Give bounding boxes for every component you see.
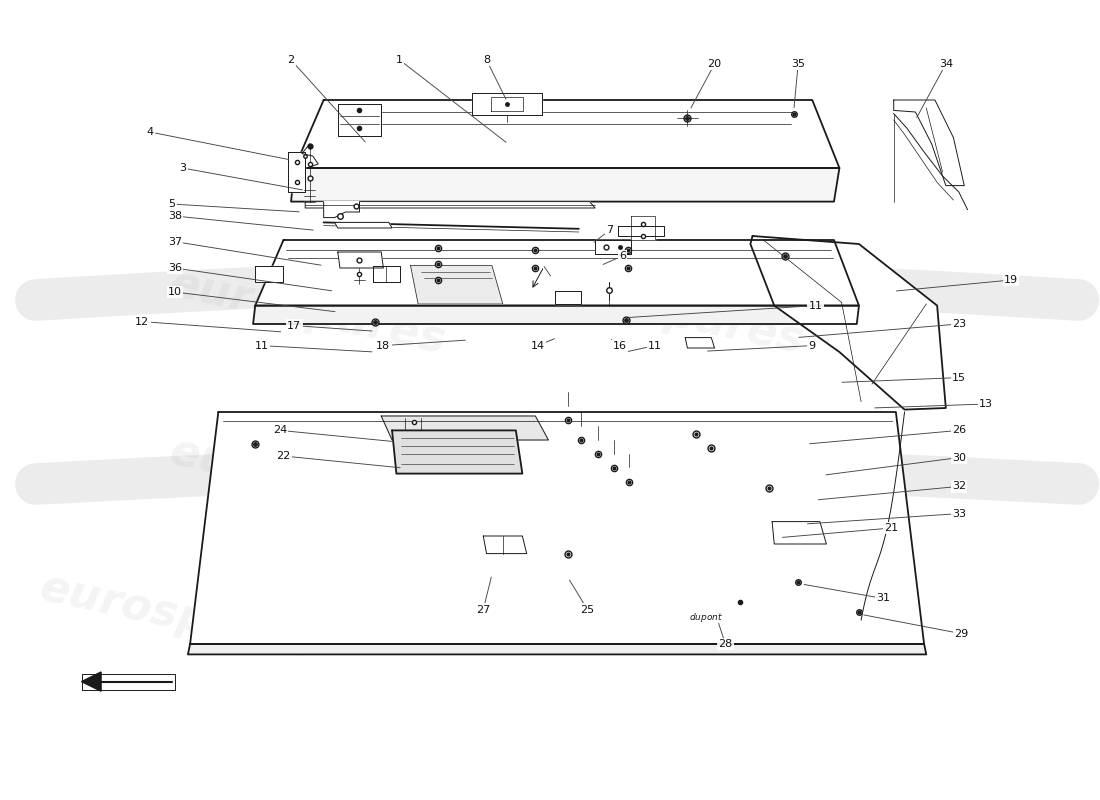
Text: 28: 28 [718,639,733,649]
Text: eurospares: eurospares [165,430,450,530]
Polygon shape [255,266,284,282]
Text: 10: 10 [168,287,182,297]
Text: 12: 12 [135,317,150,326]
Polygon shape [323,202,360,218]
Text: 23: 23 [952,319,966,329]
Polygon shape [292,168,839,202]
Polygon shape [253,306,859,324]
Polygon shape [382,416,549,440]
Text: 38: 38 [168,211,182,221]
Text: 22: 22 [276,451,290,461]
Polygon shape [81,672,101,691]
Polygon shape [685,338,715,348]
Text: eurospares: eurospares [35,566,319,666]
Text: 13: 13 [979,399,993,409]
Text: $\mathit{dupont}$: $\mathit{dupont}$ [689,611,723,624]
Text: 11: 11 [255,341,268,350]
Text: 14: 14 [530,341,544,350]
Text: 16: 16 [613,341,627,350]
Text: eurospares: eurospares [165,262,450,362]
Polygon shape [893,100,965,186]
Polygon shape [631,216,654,240]
Text: 5: 5 [168,199,175,209]
Text: 29: 29 [954,629,968,638]
Text: 37: 37 [168,237,182,246]
Text: 6: 6 [619,251,626,261]
Polygon shape [334,222,392,228]
Text: 19: 19 [1004,275,1018,285]
Polygon shape [188,644,926,654]
Text: 24: 24 [273,426,287,435]
Polygon shape [772,522,826,544]
Polygon shape [483,536,527,554]
Polygon shape [338,252,384,268]
Polygon shape [472,93,542,115]
Polygon shape [255,240,859,306]
Polygon shape [554,291,581,304]
Text: 34: 34 [938,59,953,69]
Polygon shape [373,266,399,282]
Text: 36: 36 [168,263,182,273]
Polygon shape [750,236,946,410]
Text: eurospares: eurospares [524,262,807,362]
Text: 11: 11 [808,301,823,310]
Text: 11: 11 [648,341,662,350]
Text: 3: 3 [179,163,186,173]
Text: eurospares: eurospares [524,430,807,530]
Text: 27: 27 [476,605,491,614]
Text: 1: 1 [396,55,404,65]
Polygon shape [190,412,924,644]
Text: 2: 2 [287,55,295,65]
Text: 21: 21 [884,523,899,533]
Text: 35: 35 [791,59,805,69]
Polygon shape [595,240,631,254]
Text: 30: 30 [952,453,966,462]
Polygon shape [338,104,382,136]
Polygon shape [392,430,522,474]
Text: 15: 15 [952,373,966,382]
Text: 26: 26 [952,426,966,435]
Text: 33: 33 [952,509,966,518]
Polygon shape [295,100,839,168]
Text: 20: 20 [707,59,722,69]
Polygon shape [410,266,503,304]
Text: 9: 9 [808,341,816,350]
Text: eurospares: eurospares [470,566,754,666]
Polygon shape [288,152,305,192]
Text: 4: 4 [146,127,154,137]
Polygon shape [305,202,595,208]
Text: 7: 7 [606,226,613,235]
Text: 17: 17 [287,321,301,330]
Text: 31: 31 [876,594,890,603]
Text: 8: 8 [483,55,491,65]
Polygon shape [618,226,663,236]
Text: 25: 25 [581,605,595,614]
Text: 32: 32 [952,482,966,491]
Text: 18: 18 [376,341,390,350]
